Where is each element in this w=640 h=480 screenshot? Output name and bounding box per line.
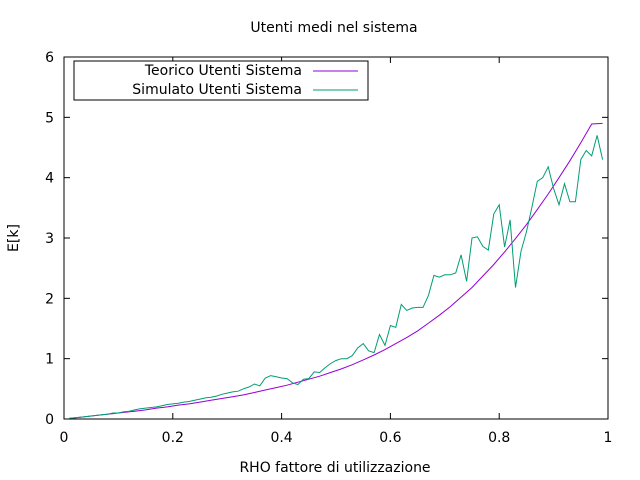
legend-label-teorico: Teorico Utenti Sistema <box>144 63 302 79</box>
x-tick-label: 0.6 <box>379 430 401 446</box>
y-tick-label: 0 <box>45 412 54 428</box>
x-tick-label: 0.8 <box>488 430 510 446</box>
y-tick-label: 3 <box>45 231 54 247</box>
y-tick-label: 5 <box>45 110 54 126</box>
series-line-simulato <box>69 135 604 419</box>
legend: Teorico Utenti Sistema Simulato Utenti S… <box>73 60 369 101</box>
y-axis-label: E[k] <box>6 224 22 252</box>
series-layer <box>69 122 604 419</box>
x-axis-ticks: 0 0.2 0.4 0.6 0.8 1 <box>60 57 613 446</box>
x-tick-label: 0.2 <box>162 430 184 446</box>
plot-frame <box>63 56 609 420</box>
y-tick-label: 6 <box>45 50 54 66</box>
x-tick-label: 1 <box>604 430 613 446</box>
legend-box <box>73 60 369 101</box>
x-tick-label: 0 <box>60 430 69 446</box>
y-tick-label: 2 <box>45 291 54 307</box>
series-line-teorico <box>69 122 603 419</box>
x-tick-label: 0.4 <box>270 430 292 446</box>
y-tick-label: 4 <box>45 171 54 187</box>
x-axis-label: RHO fattore di utilizzazione <box>239 460 430 476</box>
chart-title: Utenti medi nel sistema <box>250 20 417 36</box>
y-tick-label: 1 <box>45 352 54 368</box>
y-axis-ticks: 0 1 2 3 4 5 6 <box>45 50 608 428</box>
legend-label-simulato: Simulato Utenti Sistema <box>132 82 302 98</box>
